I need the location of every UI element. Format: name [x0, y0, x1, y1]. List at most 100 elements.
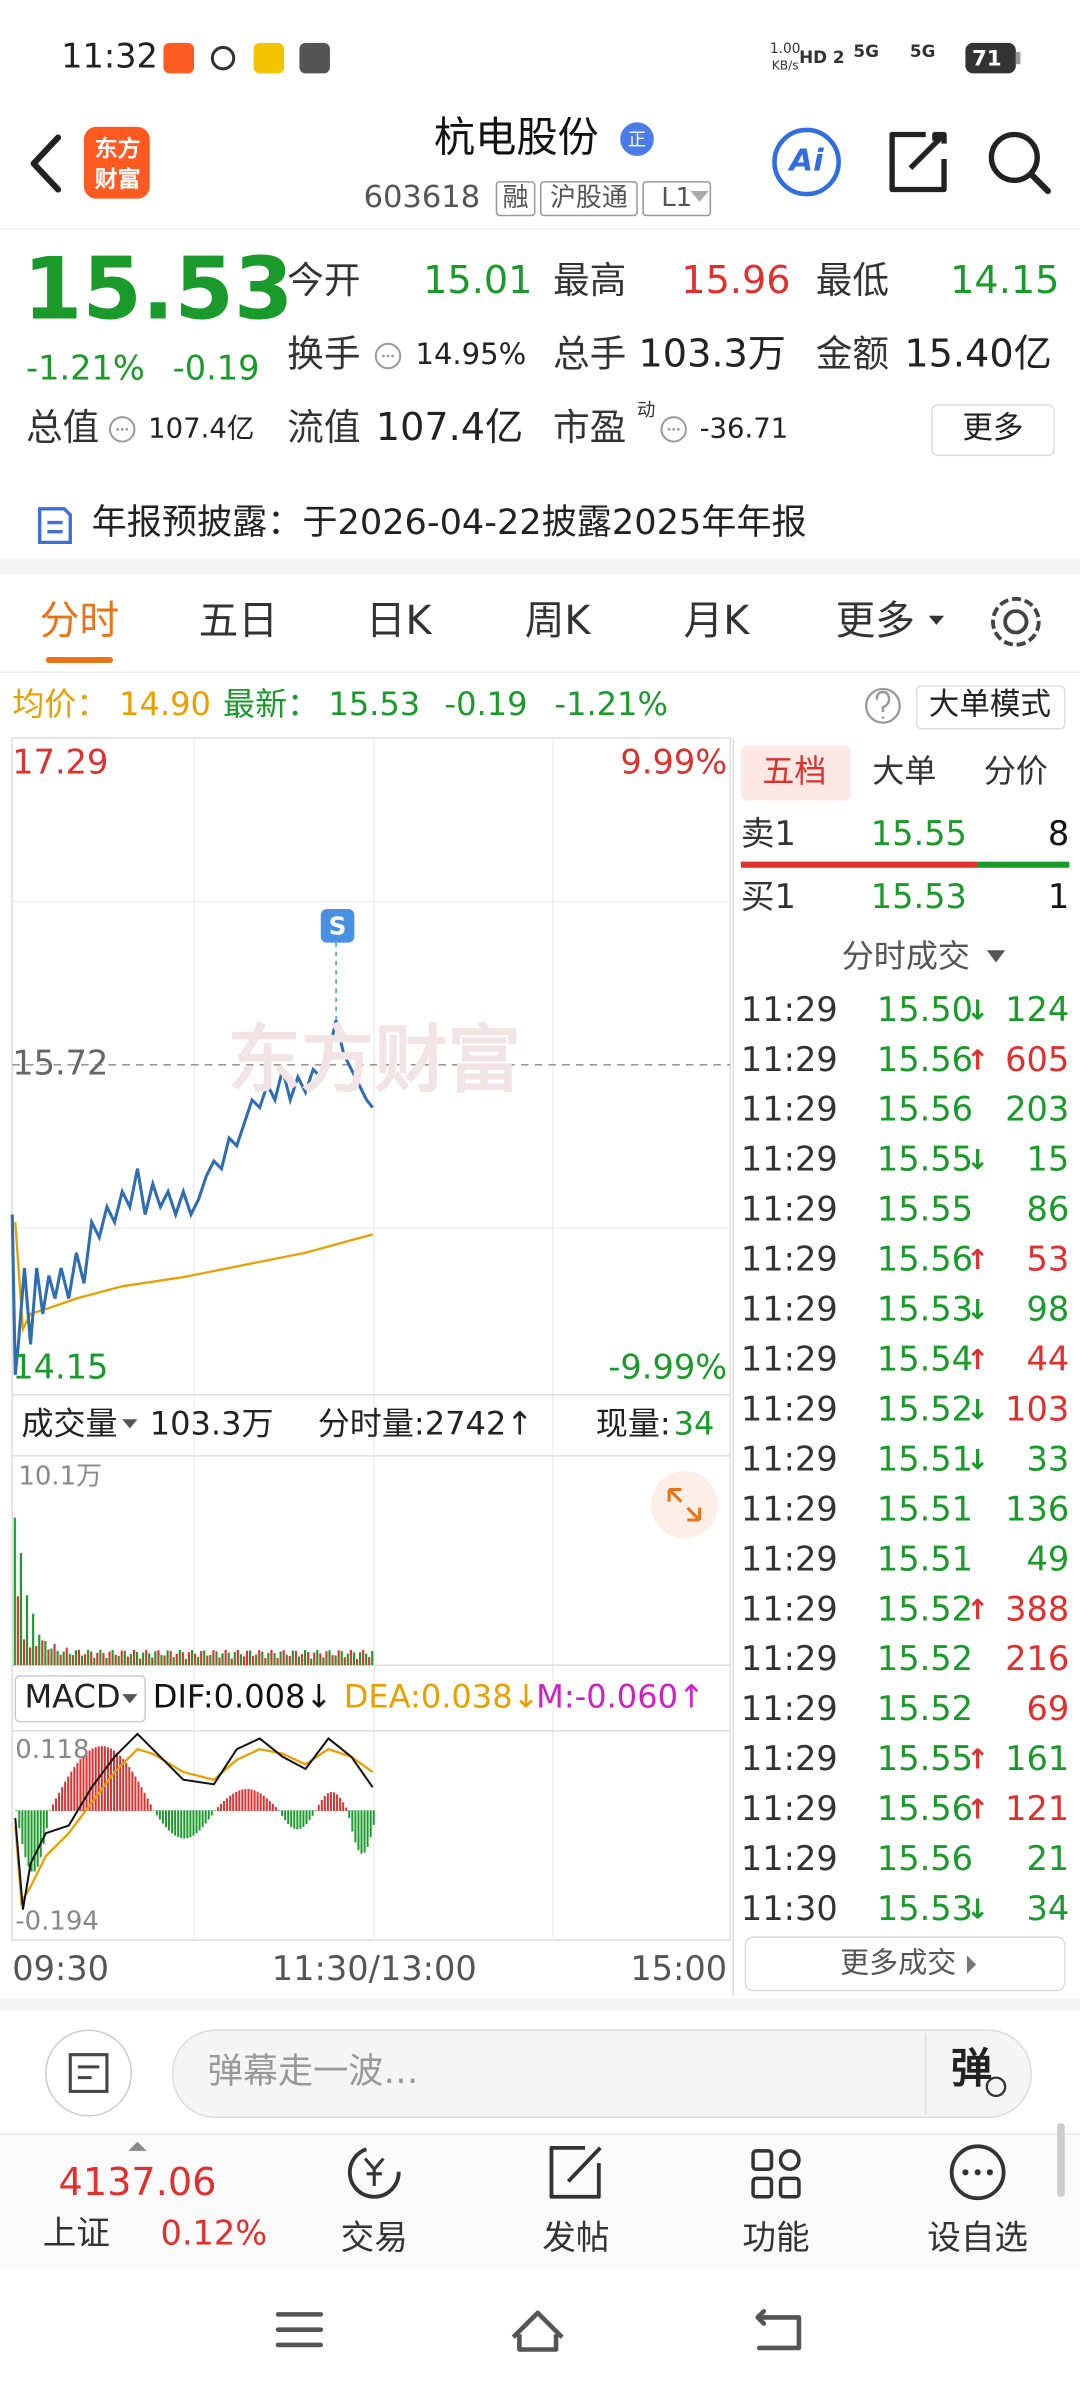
- trade-volume: 21: [1027, 1839, 1070, 1878]
- macd-bar-decor: [229, 1795, 232, 1812]
- volume-bar-decor: [340, 1651, 343, 1666]
- macd-bar-decor: [354, 1810, 357, 1843]
- trade-arrow: ↓: [966, 994, 989, 1026]
- trade-volume: 34: [1027, 1889, 1070, 1928]
- help-button[interactable]: [864, 687, 901, 724]
- watchlist-icon[interactable]: [949, 2144, 1006, 2201]
- volume-bar-decor: [230, 1658, 233, 1666]
- macd-bar-decor: [253, 1790, 256, 1812]
- volume-bar-decor: [87, 1649, 90, 1666]
- mode-button[interactable]: [915, 685, 1066, 730]
- back-button[interactable]: [30, 134, 62, 193]
- more-trades: 更多成交: [840, 1946, 956, 1980]
- panel-tab: 分价: [984, 752, 1048, 790]
- change: -0.19: [173, 348, 260, 387]
- settings-button[interactable]: [1003, 609, 1029, 635]
- bottom-nav-bg: [0, 2135, 1080, 2269]
- volume-bar-decor: [297, 1656, 301, 1666]
- macd-bar-decor: [244, 1788, 247, 1812]
- tab: 分时: [40, 598, 119, 644]
- macd-bar-decor: [345, 1807, 348, 1812]
- stat-value: -36.71: [700, 412, 789, 444]
- dropdown-icon[interactable]: [986, 950, 1006, 963]
- macd-bar-decor: [278, 1810, 281, 1812]
- trade-volume: 124: [1005, 990, 1069, 1029]
- trade-price: 15.55: [877, 1140, 973, 1179]
- volume-bar-decor: [343, 1657, 346, 1666]
- function-icon[interactable]: [751, 2149, 801, 2199]
- volume-bar-decor: [123, 1650, 126, 1666]
- status-icon: [253, 42, 285, 74]
- volume-bar-decor: [276, 1657, 279, 1666]
- volume-bar-decor: [255, 1654, 258, 1666]
- trade-time: 11:29: [741, 1140, 838, 1179]
- trade-price: 15.56: [877, 1090, 973, 1129]
- macd-bar-decor: [91, 1748, 94, 1812]
- dot: [676, 427, 680, 431]
- volume-bar-decor: [41, 1640, 44, 1666]
- macd-bar-decor: [21, 1810, 24, 1845]
- volume-bar-decor: [157, 1650, 160, 1666]
- volume-label: 成交量: [21, 1404, 117, 1442]
- volume-bar-decor: [334, 1655, 337, 1666]
- macd-bar-decor: [299, 1810, 302, 1829]
- macd-bar-decor: [149, 1804, 152, 1812]
- macd-bar-decor: [333, 1792, 335, 1812]
- trade-icon-glyph: [363, 2157, 385, 2187]
- menu-key[interactable]: [275, 2312, 324, 2348]
- trade-price: 15.55: [877, 1739, 973, 1778]
- search-button[interactable]: [988, 131, 1040, 184]
- comment-input[interactable]: [171, 2029, 1032, 2119]
- volume-bar-decor: [288, 1655, 291, 1666]
- volume-bar-decor: [142, 1652, 145, 1666]
- volume-bar-decor: [233, 1651, 236, 1666]
- stock-name: 杭电股份: [434, 114, 599, 162]
- volume-bar-decor: [325, 1651, 328, 1666]
- volume-bar-decor: [44, 1640, 47, 1666]
- expand-indicator[interactable]: [128, 2141, 147, 2151]
- macd-bar-decor: [226, 1798, 229, 1812]
- dropdown-icon[interactable]: [690, 191, 709, 202]
- net-unit: KB/s: [772, 58, 799, 72]
- volume-bar-decor: [105, 1657, 108, 1666]
- trade-arrow: ↓: [966, 1294, 989, 1326]
- volume-bar-decor: [322, 1657, 325, 1666]
- macd-bar-decor: [177, 1810, 180, 1838]
- volume-bar-decor: [169, 1651, 172, 1666]
- tab: 更多: [836, 598, 915, 644]
- volume-bar-decor: [267, 1652, 270, 1666]
- signal: 5G: [853, 41, 878, 61]
- expand-button[interactable]: [650, 1471, 718, 1539]
- trade-volume: 605: [1005, 1040, 1069, 1079]
- macd-selector[interactable]: [14, 1675, 146, 1723]
- more-button[interactable]: [931, 404, 1055, 457]
- dropdown-icon[interactable]: [122, 1419, 138, 1429]
- trade-volume: 49: [1027, 1539, 1070, 1578]
- more-trades-button[interactable]: [744, 1936, 1066, 1992]
- latest-change: -0.19: [445, 685, 528, 723]
- macd-bar-decor: [48, 1810, 51, 1812]
- macd-bar-decor: [326, 1793, 329, 1812]
- post-icon[interactable]: [549, 2145, 602, 2199]
- macd-bar-decor: [100, 1746, 103, 1812]
- tick-volume: 分时量:2742↑: [318, 1404, 533, 1442]
- badge-bg: [620, 122, 654, 156]
- volume-bar-decor: [32, 1613, 35, 1666]
- volume-bar-decor: [120, 1650, 123, 1666]
- comment-icon-button[interactable]: [45, 2029, 133, 2117]
- trade-arrow: ↑: [966, 1244, 989, 1276]
- back-key[interactable]: [755, 2309, 802, 2351]
- volume-bar-decor: [294, 1650, 297, 1666]
- home-key[interactable]: [511, 2310, 564, 2352]
- share-button[interactable]: [889, 131, 947, 193]
- ai-button[interactable]: [772, 127, 841, 197]
- tab: 月K: [684, 598, 751, 644]
- macd-bar-decor: [372, 1810, 375, 1825]
- trade-time: 11:29: [741, 1589, 838, 1628]
- macd-bar-decor: [109, 1748, 112, 1812]
- expand-icon: [667, 1487, 702, 1522]
- volume-bar-decor: [29, 1647, 32, 1666]
- trade-price: 15.52: [877, 1639, 973, 1678]
- info-icon: [660, 416, 687, 443]
